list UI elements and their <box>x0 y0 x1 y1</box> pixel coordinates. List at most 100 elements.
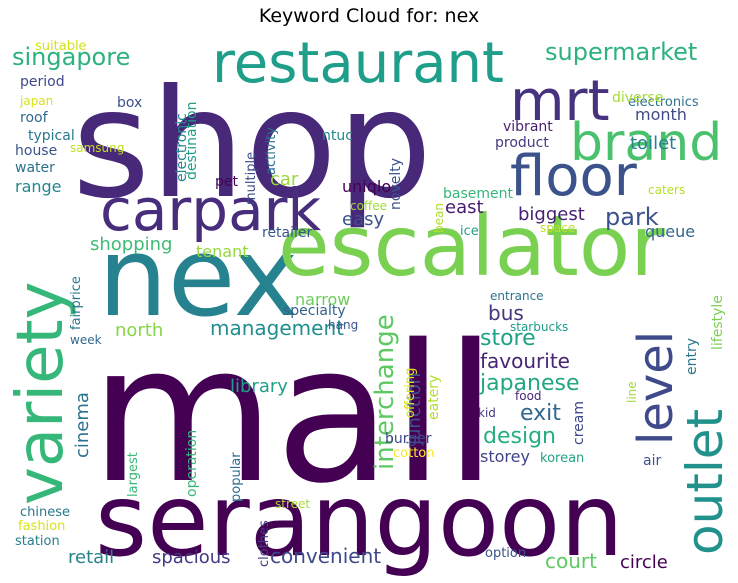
word-popular: popular <box>229 452 244 502</box>
word-clothes: clothes <box>257 520 272 567</box>
word-supermarket: supermarket <box>545 38 697 66</box>
word-box: box <box>117 95 142 111</box>
word-retail: retail <box>68 547 114 568</box>
word-japan: japan <box>19 94 53 108</box>
word-cotton: cotton <box>393 446 435 461</box>
word-floor: floor <box>510 144 638 209</box>
word-shopping: shopping <box>90 234 173 255</box>
word-starbucks: starbucks <box>510 320 568 334</box>
word-line: line <box>625 381 639 403</box>
word-activity: activity <box>264 127 279 175</box>
word-library: library <box>230 376 288 397</box>
word-caters: caters <box>648 183 685 197</box>
word-level: level <box>628 331 684 445</box>
word-convenient: convenient <box>270 544 381 568</box>
word-pet: pet <box>215 174 239 190</box>
chart-title: Keyword Cloud for: nex <box>258 5 480 27</box>
word-narrow: narrow <box>295 290 350 309</box>
word-north: north <box>115 320 163 341</box>
word-cream: cream <box>571 401 587 445</box>
word-management: management <box>210 316 344 340</box>
word-week: week <box>70 333 102 347</box>
word-biggest: biggest <box>518 204 585 225</box>
word-roof: roof <box>20 110 49 126</box>
word-variety: variety <box>4 281 78 505</box>
word-bus: bus <box>488 301 524 325</box>
word-entry: entry <box>684 338 700 375</box>
word-shop: shop <box>72 58 432 232</box>
word-basement: basement <box>443 186 513 202</box>
word-brand: brand <box>570 113 722 173</box>
word-destination: destination <box>184 102 200 180</box>
word-korean: korean <box>540 451 584 466</box>
word-court: court <box>545 549 597 573</box>
word-kid: kid <box>478 406 496 420</box>
word-air: air <box>643 453 661 469</box>
word-singapore: singapore <box>12 43 130 71</box>
word-fashion: fashion <box>18 519 65 534</box>
word-cinema: cinema <box>72 392 93 458</box>
word-period: period <box>20 74 65 90</box>
word-typical: typical <box>28 128 75 144</box>
word-suitable: suitable <box>35 39 87 54</box>
word-favourite: favourite <box>480 349 570 373</box>
word-samsung: samsung <box>70 141 124 155</box>
word-design: design <box>483 424 556 449</box>
word-hang: hang <box>328 318 358 332</box>
word-entrance: entrance <box>490 289 544 303</box>
word-tenant: tenant <box>196 242 248 261</box>
word-coffee: coffee <box>350 199 387 213</box>
word-outlet: outlet <box>676 409 734 555</box>
word-street: street <box>275 497 310 511</box>
word-serangoon: serangoon <box>95 462 624 579</box>
word-water: water <box>15 160 55 176</box>
word-circle: circle <box>620 552 668 573</box>
word-diverse: diverse <box>612 90 663 106</box>
word-carpark: carpark <box>100 176 321 244</box>
word-fairprice: fairprice <box>69 276 84 330</box>
word-electronics: electronics <box>628 95 699 110</box>
word-escalator: escalator <box>278 197 665 295</box>
word-product: product <box>495 135 549 151</box>
word-car: car <box>270 169 299 190</box>
word-multiple: multiple <box>244 152 259 205</box>
word-east: east <box>445 197 484 218</box>
word-month: month <box>635 105 687 124</box>
word-electronic: electronic <box>174 113 190 182</box>
word-burger: burger <box>385 431 432 447</box>
word-vibrant: vibrant <box>503 119 553 135</box>
word-offering: offering <box>403 368 418 418</box>
word-store: store <box>480 326 536 351</box>
word-ntuc: ntuc <box>322 128 353 144</box>
word-queue: queue <box>645 222 695 241</box>
word-operation: operation <box>184 430 200 497</box>
word-option: option <box>485 546 526 561</box>
word-japanese: japanese <box>479 371 580 396</box>
word-range: range <box>15 177 62 196</box>
word-interchange: interchange <box>370 314 400 470</box>
word-lifestyle: lifestyle <box>710 295 726 350</box>
word-junction: junction <box>404 373 425 446</box>
word-mrt: mrt <box>510 69 610 134</box>
word-storey: storey <box>480 447 530 466</box>
word-eatery: eatery <box>426 375 442 420</box>
word-retailer: retailer <box>262 225 313 241</box>
word-mall: mall <box>90 304 497 525</box>
word-specialty: specialty <box>283 303 346 319</box>
word-house: house <box>15 143 57 159</box>
word-park: park <box>605 203 659 231</box>
word-restaurant: restaurant <box>212 31 504 96</box>
word-largest: largest <box>126 452 141 497</box>
word-spacious: spacious <box>152 547 231 568</box>
word-uniqlo: uniqlo <box>342 177 391 196</box>
word-ice: ice <box>460 224 479 239</box>
word-space: space <box>540 221 575 235</box>
word-chinese: chinese <box>20 505 70 520</box>
word-bean: bean <box>432 203 446 233</box>
word-toilet: toilet <box>630 133 676 154</box>
word-food: food <box>515 389 542 403</box>
word-nex: nex <box>98 213 299 341</box>
word-exit: exit <box>520 401 561 426</box>
word-easy: easy <box>342 209 384 230</box>
